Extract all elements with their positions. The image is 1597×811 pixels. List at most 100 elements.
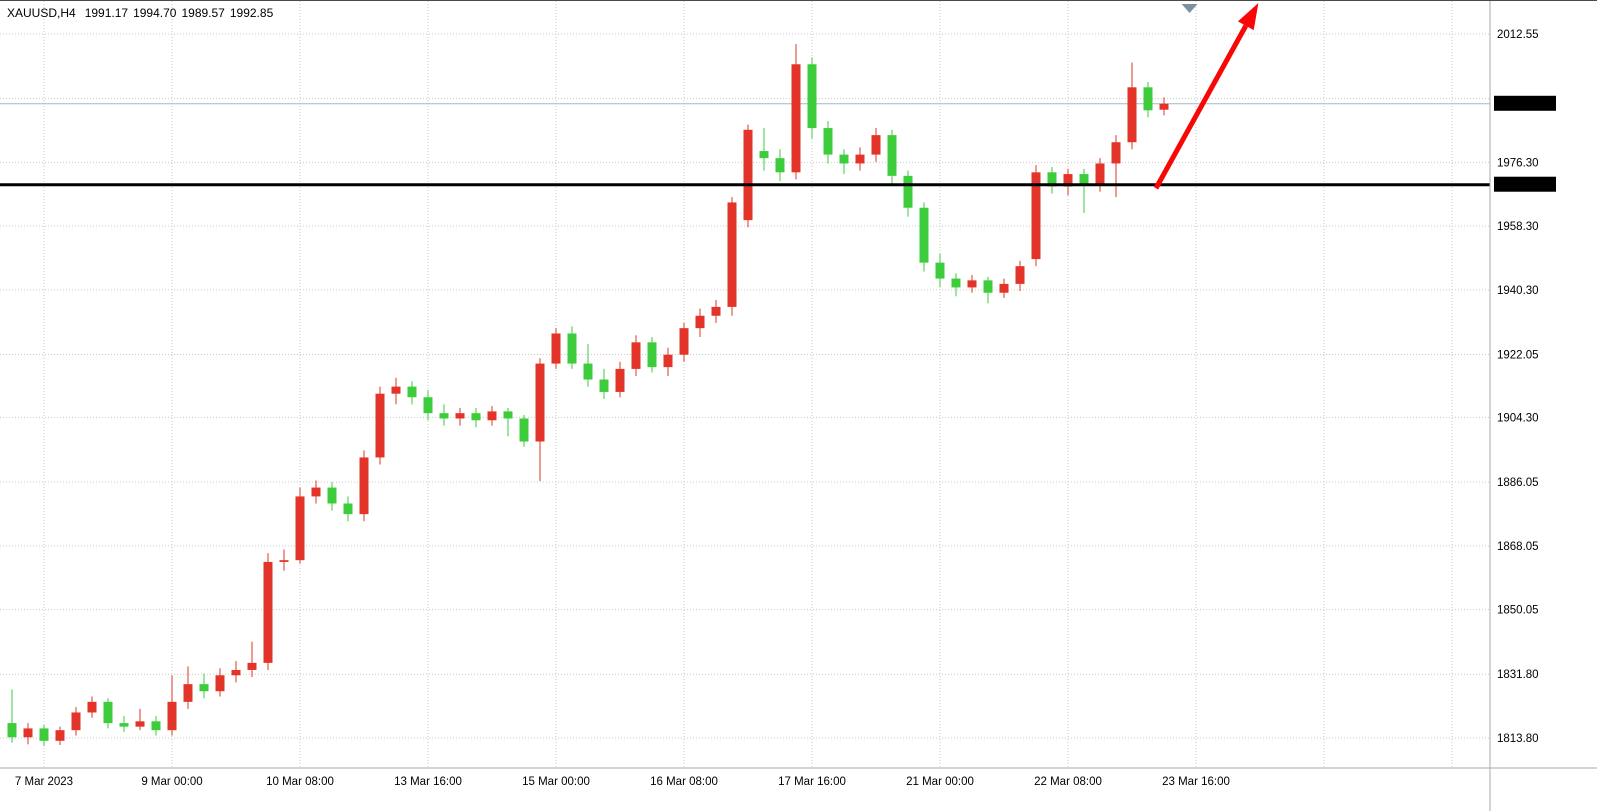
time-axis-panel[interactable] <box>0 768 1597 811</box>
candle-body <box>663 354 673 368</box>
candle-body <box>55 730 65 741</box>
candle-body <box>471 413 481 421</box>
candle-body <box>743 129 753 221</box>
candle-body <box>823 128 833 155</box>
close-value: 1992.85 <box>229 6 274 20</box>
time-tick-label: 9 Mar 00:00 <box>141 776 202 788</box>
time-tick-label: 21 Mar 00:00 <box>906 776 974 788</box>
candle-body <box>455 413 465 419</box>
candle-body <box>1047 172 1057 187</box>
candle-body <box>375 393 385 458</box>
candle-body <box>151 721 161 731</box>
time-tick-label: 13 Mar 16:00 <box>394 776 462 788</box>
high-value: 1994.70 <box>133 6 177 20</box>
line-price-label-box <box>1494 176 1556 192</box>
candle-body <box>87 701 97 713</box>
time-tick-label: 10 Mar 08:00 <box>266 776 334 788</box>
time-tick-label: 7 Mar 2023 <box>15 776 73 788</box>
price-tick-label: 1886.05 <box>1497 477 1539 489</box>
candle-body <box>1143 87 1153 111</box>
price-tick-label: 1904.30 <box>1497 412 1539 424</box>
price-tick-label: 1831.80 <box>1497 669 1539 681</box>
candle-body <box>775 158 785 173</box>
time-tick-label: 22 Mar 08:00 <box>1034 776 1102 788</box>
candle-body <box>279 560 289 562</box>
candle-body <box>1111 142 1121 164</box>
price-tick-label: 1958.30 <box>1497 221 1539 233</box>
candle-body <box>1095 163 1105 185</box>
candle-body <box>7 723 17 738</box>
candle-body <box>807 64 817 129</box>
candle-body <box>71 712 81 731</box>
candle-body <box>215 675 225 692</box>
candle-body <box>967 280 977 288</box>
bid-price-label-box <box>1494 95 1556 111</box>
candle-body <box>439 413 449 419</box>
candle-body <box>343 503 353 515</box>
candle-body <box>247 662 257 670</box>
candle-body <box>503 411 513 419</box>
candle-body <box>167 701 177 731</box>
candle-body <box>327 487 337 504</box>
candle-body <box>695 315 705 329</box>
candle-body <box>1015 266 1025 284</box>
trend-arrow-shaft[interactable] <box>1153 24 1249 190</box>
candle-body <box>39 728 49 741</box>
shift-marker-icon[interactable] <box>1181 4 1198 13</box>
candle-body <box>727 202 737 307</box>
time-tick-label: 23 Mar 16:00 <box>1162 776 1230 788</box>
price-label-text: 1992.85 <box>1497 99 1539 111</box>
price-tick-label: 1976.30 <box>1497 157 1539 169</box>
candle-body <box>391 386 401 394</box>
candle-body <box>535 363 545 442</box>
candle-body <box>407 386 417 398</box>
candle-body <box>631 342 641 369</box>
candle-body <box>1031 172 1041 260</box>
candle-body <box>119 723 129 727</box>
candle-body <box>983 280 993 293</box>
symbol-period-label: XAUUSD,H4 <box>7 6 76 20</box>
candle-body <box>135 721 145 727</box>
candle-body <box>583 363 593 380</box>
candle-body <box>103 701 113 724</box>
candle-body <box>567 333 577 364</box>
candle-body <box>855 154 865 164</box>
candle-body <box>295 496 305 561</box>
trend-arrow-head[interactable] <box>1237 3 1259 31</box>
candle-body <box>423 397 433 414</box>
candle-body <box>23 728 33 738</box>
candle-body <box>1127 87 1137 143</box>
price-tick-label: 1922.05 <box>1497 350 1539 362</box>
candle-body <box>679 328 689 355</box>
price-tick-label: 1813.80 <box>1497 733 1539 745</box>
candle-body <box>311 487 321 497</box>
price-tick-label: 1940.30 <box>1497 285 1539 297</box>
candle-body <box>759 151 769 159</box>
candle-body <box>199 684 209 692</box>
price-label-text: 1970.00 <box>1497 180 1539 192</box>
candle-body <box>791 64 801 173</box>
candle-body <box>615 368 625 392</box>
time-tick-label: 17 Mar 16:00 <box>778 776 846 788</box>
candle-body <box>999 283 1009 293</box>
candle-body <box>711 306 721 316</box>
candle-body <box>1159 103 1169 110</box>
candle-body <box>919 207 929 263</box>
candle-body <box>359 457 369 515</box>
open-value: 1991.17 <box>84 6 129 20</box>
price-tick-label: 2012.55 <box>1497 29 1539 41</box>
candle-body <box>935 262 945 279</box>
chart-ohlc-header: XAUUSD,H4 1991.17 1994.70 1989.57 1992.85 <box>7 6 278 20</box>
candle-body <box>183 684 193 702</box>
candle-body <box>551 333 561 364</box>
candle-body <box>1079 174 1089 185</box>
candle-body <box>1063 174 1073 187</box>
candle-body <box>951 278 961 288</box>
price-axis-panel[interactable] <box>1490 1 1597 811</box>
candle-body <box>487 411 497 421</box>
candle-body <box>519 418 529 442</box>
candle-body <box>263 561 273 663</box>
price-tick-label: 1868.05 <box>1497 541 1539 553</box>
